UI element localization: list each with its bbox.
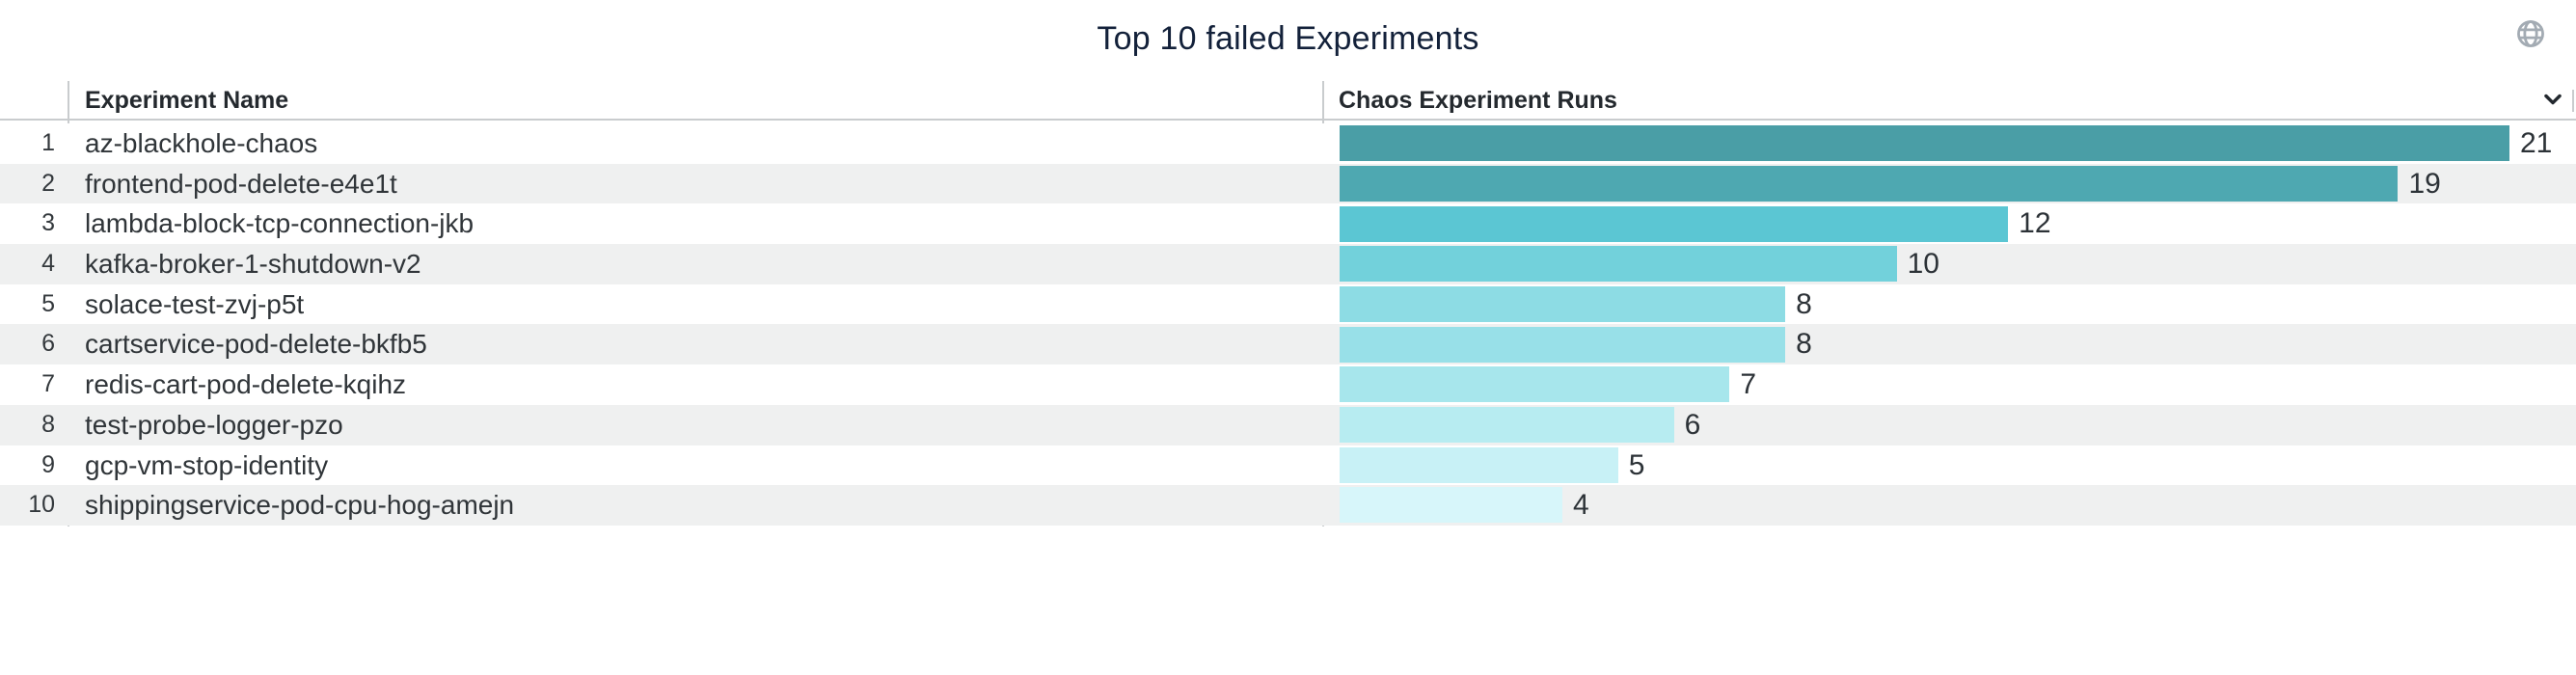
experiment-name: redis-cart-pod-delete-kqihz xyxy=(85,369,407,400)
experiment-name: az-blackhole-chaos xyxy=(85,128,318,158)
runs-bar[interactable] xyxy=(1340,246,1897,283)
row-rank: 6 xyxy=(41,330,55,358)
table-row[interactable]: 1 az-blackhole-chaos 21 xyxy=(0,123,2576,164)
row-rank: 5 xyxy=(41,289,55,317)
table-row[interactable]: 2 frontend-pod-delete-e4e1t 19 xyxy=(0,163,2576,204)
runs-bar[interactable] xyxy=(1340,407,1674,444)
header-end-divider xyxy=(2572,90,2574,112)
runs-value: 12 xyxy=(2019,207,2051,240)
table-row[interactable]: 6 cartservice-pod-delete-bkfb5 8 xyxy=(0,324,2576,365)
runs-value: 4 xyxy=(1573,489,1589,522)
row-rank: 10 xyxy=(28,491,55,519)
column-header-chaos-experiment-runs[interactable]: Chaos Experiment Runs xyxy=(1339,87,1617,114)
experiment-name: cartservice-pod-delete-bkfb5 xyxy=(85,329,427,360)
row-rank: 3 xyxy=(41,209,55,237)
table-row[interactable]: 9 gcp-vm-stop-identity 5 xyxy=(0,445,2576,486)
table-row[interactable]: 8 test-probe-logger-pzo 6 xyxy=(0,404,2576,446)
runs-bar[interactable] xyxy=(1340,446,1618,483)
experiment-name: kafka-broker-1-shutdown-v2 xyxy=(85,249,421,280)
runs-bar[interactable] xyxy=(1340,205,2009,242)
row-rank: 9 xyxy=(41,450,55,478)
table-row[interactable]: 3 lambda-block-tcp-connection-jkb 12 xyxy=(0,203,2576,245)
row-rank: 8 xyxy=(41,410,55,438)
experiment-name: lambda-block-tcp-connection-jkb xyxy=(85,208,475,239)
table-row[interactable]: 4 kafka-broker-1-shutdown-v2 10 xyxy=(0,244,2576,284)
runs-bar[interactable] xyxy=(1340,326,1786,363)
experiment-name: solace-test-zvj-p5t xyxy=(85,288,305,319)
globe-icon[interactable] xyxy=(2515,18,2546,49)
column-header-experiment-name[interactable]: Experiment Name xyxy=(85,87,289,114)
runs-value: 8 xyxy=(1796,328,1812,361)
table-row[interactable]: 10 shippingservice-pod-cpu-hog-amejn 4 xyxy=(0,485,2576,526)
experiment-name: shippingservice-pod-cpu-hog-amejn xyxy=(85,490,515,521)
table-body: 1 az-blackhole-chaos 21 2 frontend-pod-delet… xyxy=(0,123,2576,526)
runs-bar[interactable] xyxy=(1340,165,2399,202)
runs-bar[interactable] xyxy=(1340,286,1786,323)
row-rank: 7 xyxy=(41,370,55,398)
runs-value: 8 xyxy=(1796,287,1812,320)
runs-value: 6 xyxy=(1684,408,1701,441)
chevron-down-icon[interactable] xyxy=(2540,87,2565,112)
row-rank: 4 xyxy=(41,250,55,278)
runs-bar[interactable] xyxy=(1340,366,1730,403)
table-row[interactable]: 7 redis-cart-pod-delete-kqihz 7 xyxy=(0,364,2576,405)
runs-value: 5 xyxy=(1628,448,1645,481)
table-header: Experiment Name Chaos Experiment Runs xyxy=(0,81,2576,121)
runs-bar[interactable] xyxy=(1340,125,2509,162)
row-rank: 1 xyxy=(41,129,55,156)
runs-value: 19 xyxy=(2408,167,2441,200)
runs-value: 21 xyxy=(2520,127,2553,159)
experiment-name: test-probe-logger-pzo xyxy=(85,409,343,440)
experiment-name: frontend-pod-delete-e4e1t xyxy=(85,168,397,199)
row-rank: 2 xyxy=(41,169,55,197)
runs-value: 10 xyxy=(1907,248,1939,281)
runs-bar[interactable] xyxy=(1340,487,1563,524)
panel-title: Top 10 failed Experiments xyxy=(1097,20,1479,57)
experiment-name: gcp-vm-stop-identity xyxy=(85,449,329,480)
table-row[interactable]: 5 solace-test-zvj-p5t 8 xyxy=(0,284,2576,325)
runs-value: 7 xyxy=(1740,368,1757,401)
